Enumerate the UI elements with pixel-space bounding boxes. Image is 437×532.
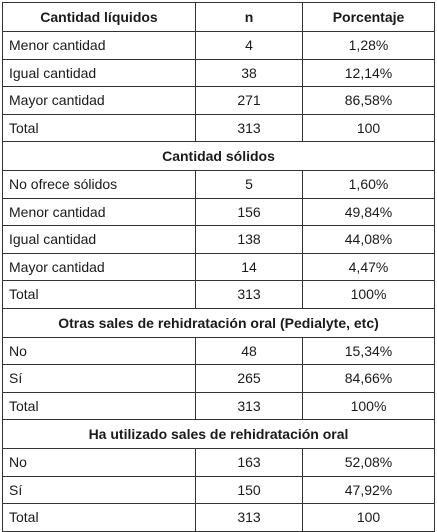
cell: 48 — [195, 336, 303, 365]
section-header-row: Cantidad sólidos — [2, 141, 435, 171]
data-row: Sí 150 47,92% — [2, 475, 435, 504]
data-row: Total 313 100% — [2, 391, 435, 420]
section-header-row: Otras sales de rehidratación oral (Pedia… — [2, 307, 435, 338]
column-header: n — [195, 2, 303, 32]
row-label: Total — [2, 503, 196, 532]
row-label: Mayor cantidad — [2, 86, 196, 115]
data-row: Total 313 100% — [2, 280, 435, 309]
cell: 313 — [195, 280, 303, 309]
cell: 5 — [195, 170, 303, 199]
data-row: Menor cantidad 156 49,84% — [2, 197, 435, 226]
row-label: No — [2, 448, 196, 477]
cell: 150 — [195, 475, 303, 504]
data-row: No ofrece sólidos 5 1,60% — [2, 170, 435, 199]
data-row: Total 313 100 — [2, 503, 435, 532]
row-label: Sí — [2, 364, 196, 393]
data-row: Igual cantidad 38 12,14% — [2, 58, 435, 87]
row-label: Total — [2, 113, 196, 142]
cell: 100% — [302, 280, 435, 309]
data-row: Total 313 100 — [2, 113, 435, 142]
cell: 84,66% — [302, 364, 435, 393]
cell: 14 — [195, 252, 303, 281]
cell: 1,28% — [302, 31, 435, 60]
row-label: Total — [2, 391, 196, 420]
row-label: Menor cantidad — [2, 197, 196, 226]
row-label: Mayor cantidad — [2, 252, 196, 281]
row-label: No — [2, 336, 196, 365]
cell: 156 — [195, 197, 303, 226]
cell: 313 — [195, 391, 303, 420]
cell: 52,08% — [302, 448, 435, 477]
row-label: Sí — [2, 475, 196, 504]
data-row: Mayor cantidad 271 86,58% — [2, 86, 435, 115]
data-row: No 163 52,08% — [2, 448, 435, 477]
cell: 4,47% — [302, 252, 435, 281]
cell: 12,14% — [302, 58, 435, 87]
cell: 100 — [302, 503, 435, 532]
section-title: Otras sales de rehidratación oral (Pedia… — [2, 307, 435, 338]
row-label: No ofrece sólidos — [2, 170, 196, 199]
data-row: Sí 265 84,66% — [2, 364, 435, 393]
section-header-row: Cantidad líquidos n Porcentaje — [2, 2, 435, 32]
section-title: Ha utilizado sales de rehidratación oral — [2, 419, 435, 449]
data-row: Igual cantidad 138 44,08% — [2, 225, 435, 254]
cell: 38 — [195, 58, 303, 87]
cell: 271 — [195, 86, 303, 115]
row-label: Igual cantidad — [2, 225, 196, 254]
cell: 49,84% — [302, 197, 435, 226]
row-label: Menor cantidad — [2, 31, 196, 60]
cell: 44,08% — [302, 225, 435, 254]
cell: 100% — [302, 391, 435, 420]
column-header: Porcentaje — [302, 2, 435, 32]
cell: 313 — [195, 503, 303, 532]
cell: 4 — [195, 31, 303, 60]
section-header-row: Ha utilizado sales de rehidratación oral — [2, 419, 435, 449]
cell: 163 — [195, 448, 303, 477]
cell: 47,92% — [302, 475, 435, 504]
cell: 313 — [195, 113, 303, 142]
section-title: Cantidad sólidos — [2, 141, 435, 171]
row-label: Igual cantidad — [2, 58, 196, 87]
data-row: No 48 15,34% — [2, 336, 435, 365]
data-row: Mayor cantidad 14 4,47% — [2, 252, 435, 281]
cell: 1,60% — [302, 170, 435, 199]
cell: 265 — [195, 364, 303, 393]
data-row: Menor cantidad 4 1,28% — [2, 31, 435, 60]
cell: 15,34% — [302, 336, 435, 365]
cell: 86,58% — [302, 86, 435, 115]
cell: 138 — [195, 225, 303, 254]
row-label: Total — [2, 280, 196, 309]
section-title: Cantidad líquidos — [2, 2, 196, 32]
cell: 100 — [302, 113, 435, 142]
